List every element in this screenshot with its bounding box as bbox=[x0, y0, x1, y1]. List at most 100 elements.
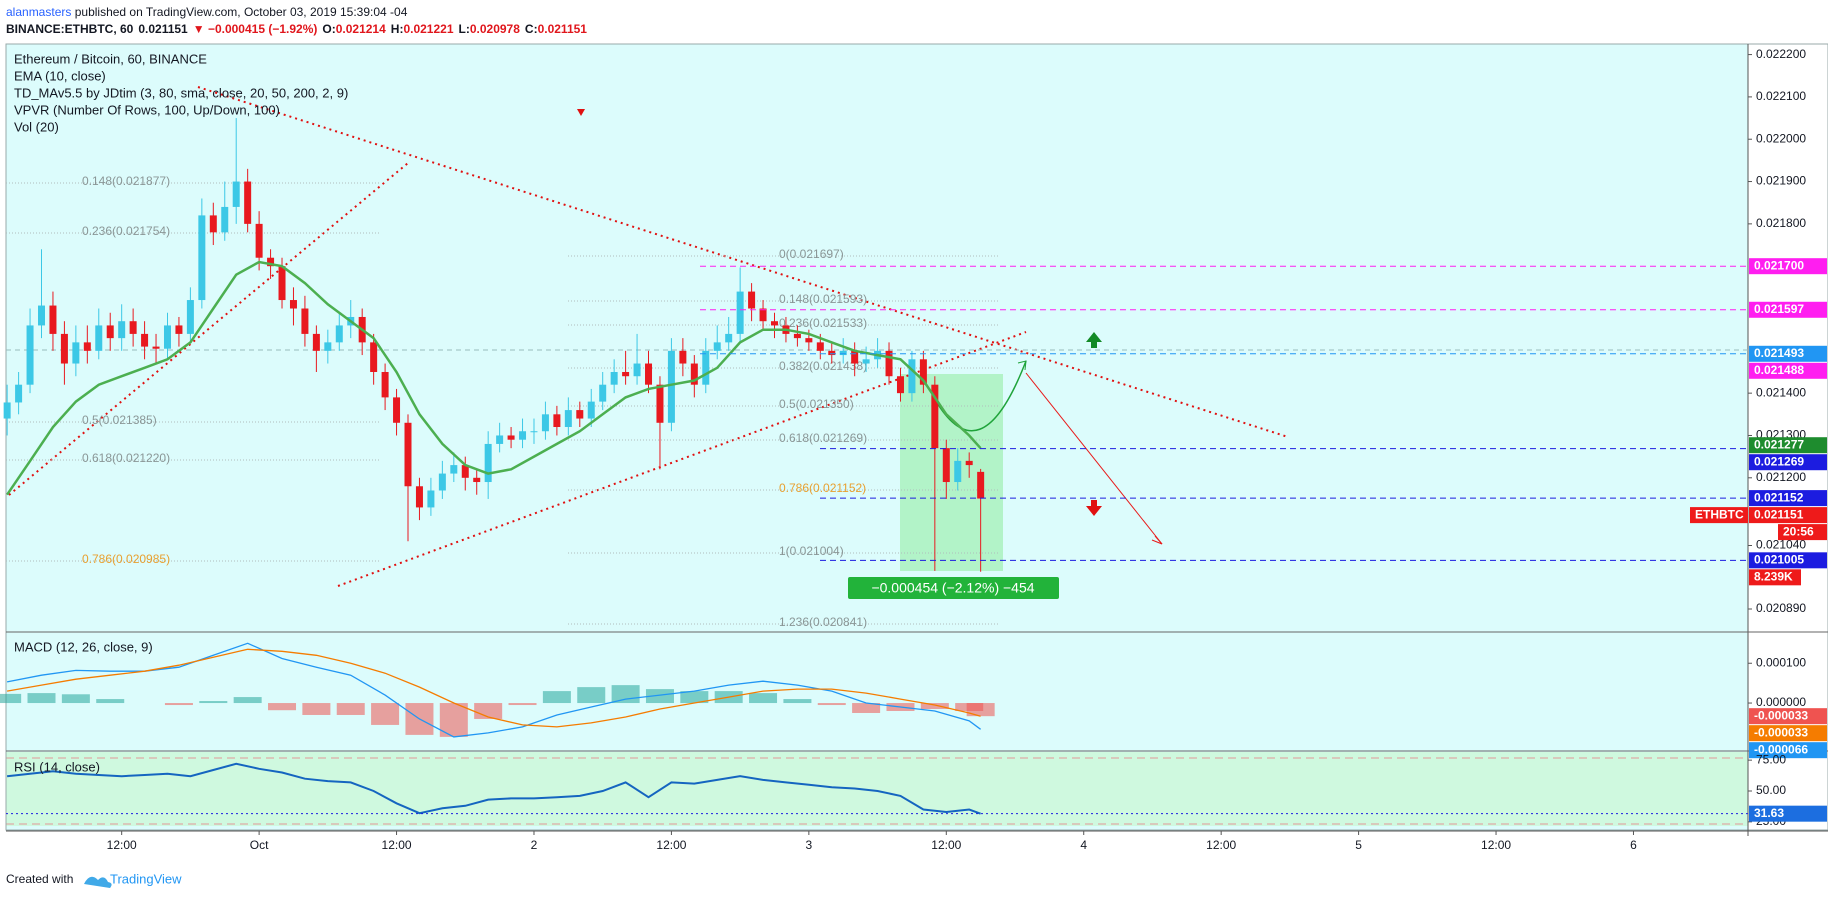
macd-value: -0.000066 bbox=[1754, 742, 1808, 756]
macd-histogram bbox=[0, 693, 22, 704]
macd-value-box bbox=[1749, 742, 1827, 759]
fib-label: 0.618(0.021269) bbox=[779, 431, 867, 445]
candle-body bbox=[839, 350, 847, 356]
candle-body bbox=[885, 350, 893, 377]
candle-body bbox=[748, 291, 756, 309]
candle-body bbox=[473, 477, 481, 483]
quote-part: 0.020978 bbox=[470, 22, 520, 36]
plot-background bbox=[6, 44, 1748, 830]
candle-body bbox=[381, 371, 389, 398]
candle-body bbox=[152, 346, 160, 349]
candle-body bbox=[633, 363, 641, 377]
y-tick-label: 0.022100 bbox=[1756, 89, 1806, 103]
macd-histogram bbox=[233, 697, 262, 704]
macd-line bbox=[6, 648, 981, 728]
legend-title: Ethereum / Bitcoin, 60, BINANCE bbox=[14, 51, 207, 66]
candle-body bbox=[553, 414, 561, 428]
countdown: 20:56 bbox=[1783, 524, 1814, 538]
candle-body bbox=[186, 300, 194, 334]
quote-part: BINANCE:ETHBTC, 60 bbox=[6, 22, 134, 36]
macd-histogram bbox=[611, 685, 640, 704]
quote-part: 0.021151 bbox=[538, 22, 588, 36]
quote-line: BINANCE:ETHBTC, 60 0.021151 ▼ −0.000415 (−… bbox=[6, 22, 587, 36]
y-tick-label: 75.00 bbox=[1756, 752, 1786, 766]
candle-body bbox=[702, 350, 710, 385]
volume-label: 8.239K bbox=[1754, 569, 1793, 583]
level-marker bbox=[1749, 301, 1827, 318]
x-tick-label: 3 bbox=[806, 838, 813, 852]
macd-histogram bbox=[645, 689, 674, 704]
candle-body bbox=[278, 266, 286, 301]
candle-body bbox=[427, 490, 435, 508]
measure-box bbox=[848, 577, 1059, 599]
candle-body bbox=[942, 448, 950, 483]
macd-histogram bbox=[680, 691, 709, 704]
quote-part: H: bbox=[391, 22, 404, 36]
candle-body bbox=[805, 338, 813, 343]
ema-line bbox=[6, 260, 982, 496]
candle-body bbox=[255, 223, 263, 258]
candle-body bbox=[38, 305, 46, 326]
level-label: 0.021488 bbox=[1754, 363, 1804, 377]
candle-body bbox=[221, 206, 229, 233]
candle-body bbox=[404, 422, 412, 487]
arrow-head bbox=[1151, 535, 1163, 545]
candle-body bbox=[679, 350, 687, 364]
macd-histogram bbox=[96, 699, 125, 704]
candle-body bbox=[541, 414, 549, 432]
quote-part: ▼ −0.000415 (−1.92%) bbox=[193, 22, 318, 36]
y-tick-label: 0.022000 bbox=[1756, 131, 1806, 145]
fib-label: 0.148(0.021877) bbox=[82, 174, 170, 188]
level-marker bbox=[1749, 490, 1827, 507]
candle-body bbox=[450, 465, 458, 474]
symbol-tag-box bbox=[1690, 507, 1748, 524]
y-tick-label: 0.021800 bbox=[1756, 216, 1806, 230]
signal-value: -0.000033 bbox=[1754, 725, 1808, 739]
candle-body bbox=[496, 435, 504, 444]
candle-body bbox=[26, 325, 34, 385]
candle-body bbox=[49, 305, 57, 334]
candle-body bbox=[610, 371, 618, 385]
x-tick-label: 12:00 bbox=[1481, 838, 1511, 852]
legend-indicator: VPVR (Number Of Rows, 100, Up/Down, 100) bbox=[14, 102, 280, 117]
fib-label: 0.236(0.021533) bbox=[779, 316, 867, 330]
candle-body bbox=[312, 333, 320, 351]
macd-histogram bbox=[371, 703, 400, 725]
byline: published on TradingView.com, October 03… bbox=[75, 5, 408, 19]
level-label: 0.021277 bbox=[1754, 437, 1804, 451]
x-tick-label: 6 bbox=[1630, 838, 1637, 852]
candle-body bbox=[72, 342, 80, 364]
macd-title: MACD (12, 26, close, 9) bbox=[14, 639, 153, 654]
down-arrow bbox=[1086, 500, 1102, 516]
candle-body bbox=[3, 402, 11, 419]
fib-label: 0.148(0.021593) bbox=[779, 292, 867, 306]
quote-part: 0.021151 bbox=[138, 22, 188, 36]
x-tick-label: Oct bbox=[250, 838, 269, 852]
projection-arrow bbox=[1025, 372, 1163, 545]
candle-body bbox=[289, 300, 297, 309]
candle-body bbox=[862, 359, 870, 364]
y-tick-label: 0.000000 bbox=[1756, 695, 1806, 709]
candle-body bbox=[519, 431, 527, 440]
up-arrow bbox=[1086, 332, 1102, 348]
candle-body bbox=[244, 181, 252, 224]
x-tick-label: 12:00 bbox=[1206, 838, 1236, 852]
volume-label-box bbox=[1749, 569, 1801, 586]
candle-body bbox=[896, 376, 904, 394]
level-label: 0.021005 bbox=[1754, 552, 1804, 566]
candle-body bbox=[95, 325, 103, 351]
measure-label: −0.000454 (−2.12%) −454 bbox=[871, 580, 1034, 596]
rsi-line bbox=[6, 762, 981, 815]
candle-body bbox=[564, 410, 572, 428]
level-marker bbox=[1749, 362, 1827, 379]
fib-label: 1(0.021004) bbox=[779, 544, 844, 558]
macd-histogram bbox=[268, 703, 297, 711]
macd-histogram bbox=[27, 693, 56, 704]
candle-body bbox=[690, 363, 698, 385]
symbol-tag: ETHBTC bbox=[1695, 507, 1744, 521]
candle-body bbox=[129, 321, 137, 334]
candle-body bbox=[736, 291, 744, 334]
candle-body bbox=[793, 333, 801, 339]
legend-indicator: Vol (20) bbox=[14, 119, 59, 134]
macd-histogram bbox=[164, 703, 193, 706]
